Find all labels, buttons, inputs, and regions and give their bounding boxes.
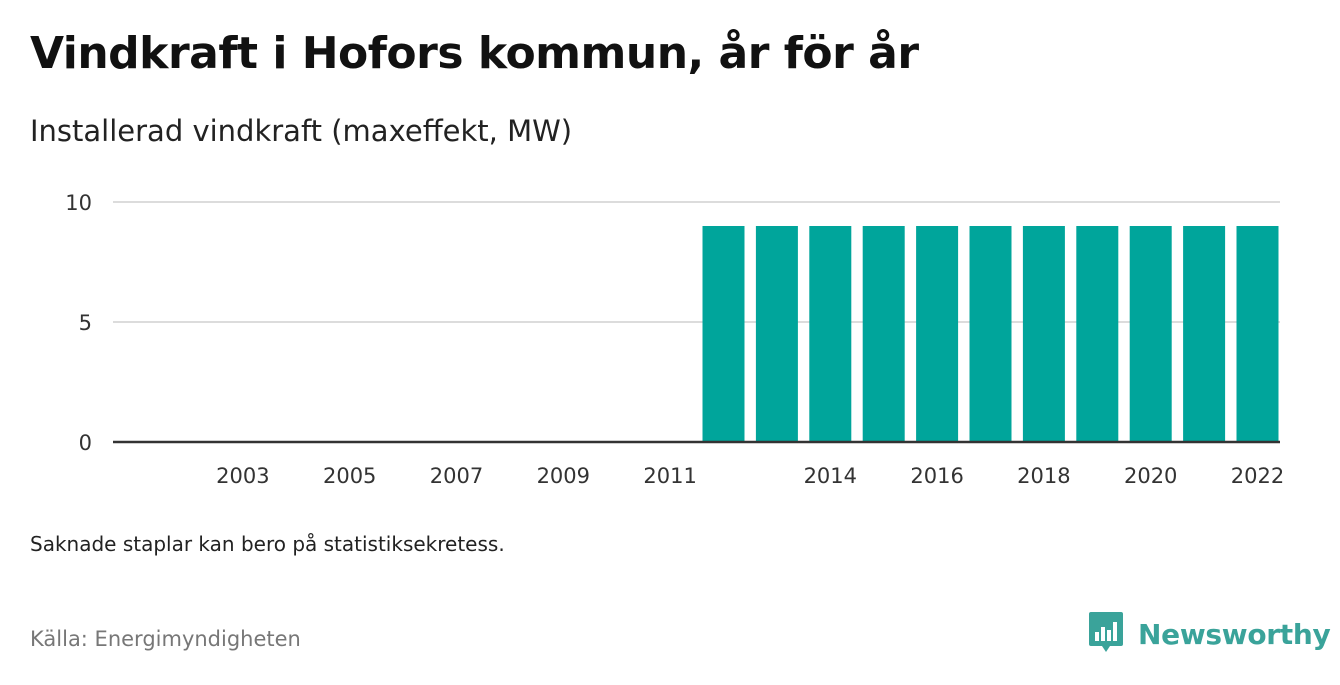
x-tick-label: 2009 [537, 464, 590, 488]
x-tick-label: 2016 [910, 464, 963, 488]
y-axis-ticks: 0 5 10 [65, 191, 92, 455]
chart-subtitle: Installerad vindkraft (maxeffekt, MW) [30, 114, 573, 148]
bar-2022 [1236, 226, 1279, 442]
bar-2021 [1183, 226, 1226, 442]
x-tick-label: 2022 [1231, 464, 1284, 488]
bar-2013 [755, 226, 798, 442]
bars [702, 226, 1279, 442]
bar-2020 [1129, 226, 1172, 442]
bar-2014 [809, 226, 852, 442]
bar-2018 [1022, 226, 1065, 442]
y-tick-label: 10 [65, 191, 92, 215]
x-tick-label: 2007 [430, 464, 483, 488]
x-tick-label: 2011 [643, 464, 696, 488]
bar-chart: 0 5 10 2003 2005 2007 2009 2011 2014 2016 2018 202… [65, 191, 1284, 488]
source-label: Källa: Energimyndigheten [30, 627, 301, 651]
bar-2019 [1076, 226, 1119, 442]
bar-2016 [916, 226, 959, 442]
x-tick-label: 2020 [1124, 464, 1177, 488]
x-axis-ticks: 2003 2005 2007 2009 2011 2014 2016 2018 2020 2022 [216, 464, 1284, 488]
newsworthy-logo-icon [1088, 610, 1124, 658]
x-tick-label: 2014 [804, 464, 857, 488]
bar-2015 [862, 226, 905, 442]
bar-2017 [969, 226, 1012, 442]
footnote: Saknade staplar kan bero på statistiksek… [30, 532, 505, 556]
x-tick-label: 2003 [216, 464, 269, 488]
x-tick-label: 2005 [323, 464, 376, 488]
bar-2012 [702, 226, 745, 442]
y-tick-label: 0 [79, 431, 92, 455]
brand-name: Newsworthy [1138, 617, 1331, 651]
brand-logo: Newsworthy [1088, 610, 1331, 658]
chart-title: Vindkraft i Hofors kommun, år för år [30, 28, 919, 79]
y-tick-label: 5 [79, 311, 92, 335]
x-tick-label: 2018 [1017, 464, 1070, 488]
